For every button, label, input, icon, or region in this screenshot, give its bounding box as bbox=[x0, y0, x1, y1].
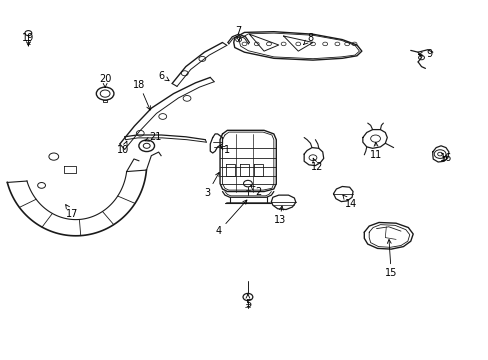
Text: 10: 10 bbox=[117, 141, 129, 156]
Text: 9: 9 bbox=[418, 49, 431, 59]
Text: 21: 21 bbox=[144, 132, 162, 142]
Text: 5: 5 bbox=[244, 294, 250, 309]
Text: 11: 11 bbox=[369, 142, 382, 160]
Text: 13: 13 bbox=[273, 206, 285, 225]
Text: 19: 19 bbox=[22, 33, 35, 46]
Text: 12: 12 bbox=[310, 158, 323, 172]
Text: 14: 14 bbox=[342, 195, 357, 210]
Text: 17: 17 bbox=[65, 204, 79, 219]
Text: 4: 4 bbox=[216, 200, 246, 236]
Text: 3: 3 bbox=[204, 172, 219, 198]
Text: 15: 15 bbox=[384, 239, 397, 278]
Text: 7: 7 bbox=[235, 26, 241, 41]
Text: 18: 18 bbox=[133, 80, 150, 110]
Text: 20: 20 bbox=[99, 74, 111, 87]
Text: 2: 2 bbox=[250, 186, 261, 197]
Text: 1: 1 bbox=[220, 145, 230, 156]
Text: 16: 16 bbox=[439, 153, 451, 163]
Text: 8: 8 bbox=[303, 33, 313, 45]
Text: 6: 6 bbox=[158, 71, 169, 81]
